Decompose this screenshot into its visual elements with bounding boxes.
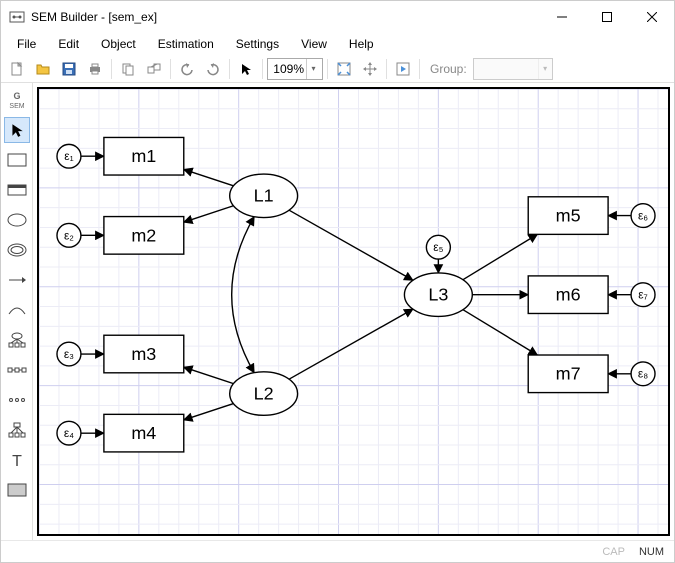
observed-box-tool[interactable] xyxy=(4,147,30,173)
close-button[interactable] xyxy=(629,1,674,33)
svg-text:m3: m3 xyxy=(131,344,156,364)
measurement-tool[interactable] xyxy=(4,327,30,353)
svg-text:L3: L3 xyxy=(428,285,448,305)
open-button[interactable] xyxy=(31,57,55,81)
copy-button[interactable] xyxy=(116,57,140,81)
svg-text:ε₆: ε₆ xyxy=(638,209,648,223)
new-button[interactable] xyxy=(5,57,29,81)
canvas-area: ε₁ ε₂ ε₃ ε₄ ε₅ ε₆ ε₇ ε₈ m1 m2 m3 m4 m5 m6 m7 L1 L2 L3 xyxy=(33,83,674,540)
window-controls xyxy=(539,1,674,33)
canvas[interactable]: ε₁ ε₂ ε₃ ε₄ ε₅ ε₆ ε₇ ε₈ m1 m2 m3 m4 m5 m6 m7 L1 L2 L3 xyxy=(37,87,670,536)
covariance-tool[interactable] xyxy=(4,297,30,323)
app-window: SEM Builder - [sem_ex] File Edit Object … xyxy=(0,0,675,563)
area-tool[interactable] xyxy=(4,477,30,503)
menu-estimation[interactable]: Estimation xyxy=(148,35,224,53)
toolbar: ▾ Group: ▾ xyxy=(1,55,674,83)
latent-ellipse-tool[interactable] xyxy=(4,207,30,233)
pointer-button[interactable] xyxy=(234,57,258,81)
regression-tool[interactable] xyxy=(4,357,30,383)
path-tool[interactable] xyxy=(4,267,30,293)
menubar: File Edit Object Estimation Settings Vie… xyxy=(1,33,674,55)
zoom-combo[interactable]: ▾ xyxy=(267,58,323,80)
svg-text:m1: m1 xyxy=(131,146,156,166)
select-tool[interactable] xyxy=(4,117,30,143)
dots-tool[interactable] xyxy=(4,387,30,413)
zoom-input[interactable] xyxy=(268,62,306,76)
pan-button[interactable] xyxy=(358,57,382,81)
svg-text:G: G xyxy=(13,91,20,101)
svg-text:ε₂: ε₂ xyxy=(64,228,74,242)
window-title: SEM Builder - [sem_ex] xyxy=(31,10,539,24)
svg-text:ε₄: ε₄ xyxy=(64,426,74,440)
tool-tray: G SEM T xyxy=(1,83,33,540)
status-cap: CAP xyxy=(602,546,625,558)
svg-text:ε₃: ε₃ xyxy=(64,347,74,361)
svg-text:ε₈: ε₈ xyxy=(638,367,648,381)
body: G SEM T ε₁ ε₂ ε₃ ε₄ ε₅ ε₆ ε₇ ε₈ m1 m2 m3 m4 m5 m6 m7 L1 L… xyxy=(1,83,674,540)
menu-help[interactable]: Help xyxy=(339,35,384,53)
save-button[interactable] xyxy=(57,57,81,81)
svg-text:ε₇: ε₇ xyxy=(638,288,647,302)
undo-button[interactable] xyxy=(175,57,199,81)
maximize-button[interactable] xyxy=(584,1,629,33)
group-dropdown[interactable]: ▾ xyxy=(538,59,552,79)
observed-thick-tool[interactable] xyxy=(4,177,30,203)
gsem-tool[interactable]: G SEM xyxy=(4,87,30,113)
text-tool[interactable]: T xyxy=(4,447,30,473)
group-combo[interactable]: ▾ xyxy=(473,58,553,80)
diagram-svg: ε₁ ε₂ ε₃ ε₄ ε₅ ε₆ ε₇ ε₈ m1 m2 m3 m4 m5 m6 m7 L1 L2 L3 xyxy=(39,89,668,534)
duplicate-button[interactable] xyxy=(142,57,166,81)
svg-text:m4: m4 xyxy=(131,423,156,443)
svg-text:m7: m7 xyxy=(556,364,581,384)
fit-button[interactable] xyxy=(332,57,356,81)
double-ellipse-tool[interactable] xyxy=(4,237,30,263)
titlebar: SEM Builder - [sem_ex] xyxy=(1,1,674,33)
app-icon xyxy=(9,9,25,25)
svg-text:L1: L1 xyxy=(254,186,274,206)
svg-text:m2: m2 xyxy=(131,225,156,245)
group-label: Group: xyxy=(430,62,467,76)
menu-view[interactable]: View xyxy=(291,35,337,53)
status-num: NUM xyxy=(639,546,664,558)
print-button[interactable] xyxy=(83,57,107,81)
minimize-button[interactable] xyxy=(539,1,584,33)
svg-text:ε₅: ε₅ xyxy=(433,240,443,254)
statusbar: CAP NUM xyxy=(1,540,674,562)
redo-button[interactable] xyxy=(201,57,225,81)
svg-text:SEM: SEM xyxy=(9,103,24,110)
svg-text:L2: L2 xyxy=(254,384,274,404)
zoom-dropdown[interactable]: ▾ xyxy=(306,59,320,79)
run-button[interactable] xyxy=(391,57,415,81)
svg-text:m5: m5 xyxy=(556,206,581,226)
menu-edit[interactable]: Edit xyxy=(48,35,89,53)
svg-text:ε₁: ε₁ xyxy=(64,149,73,163)
multilevel-tool[interactable] xyxy=(4,417,30,443)
menu-settings[interactable]: Settings xyxy=(226,35,289,53)
menu-file[interactable]: File xyxy=(7,35,46,53)
menu-object[interactable]: Object xyxy=(91,35,146,53)
svg-text:m6: m6 xyxy=(556,285,581,305)
svg-text:T: T xyxy=(12,453,22,468)
